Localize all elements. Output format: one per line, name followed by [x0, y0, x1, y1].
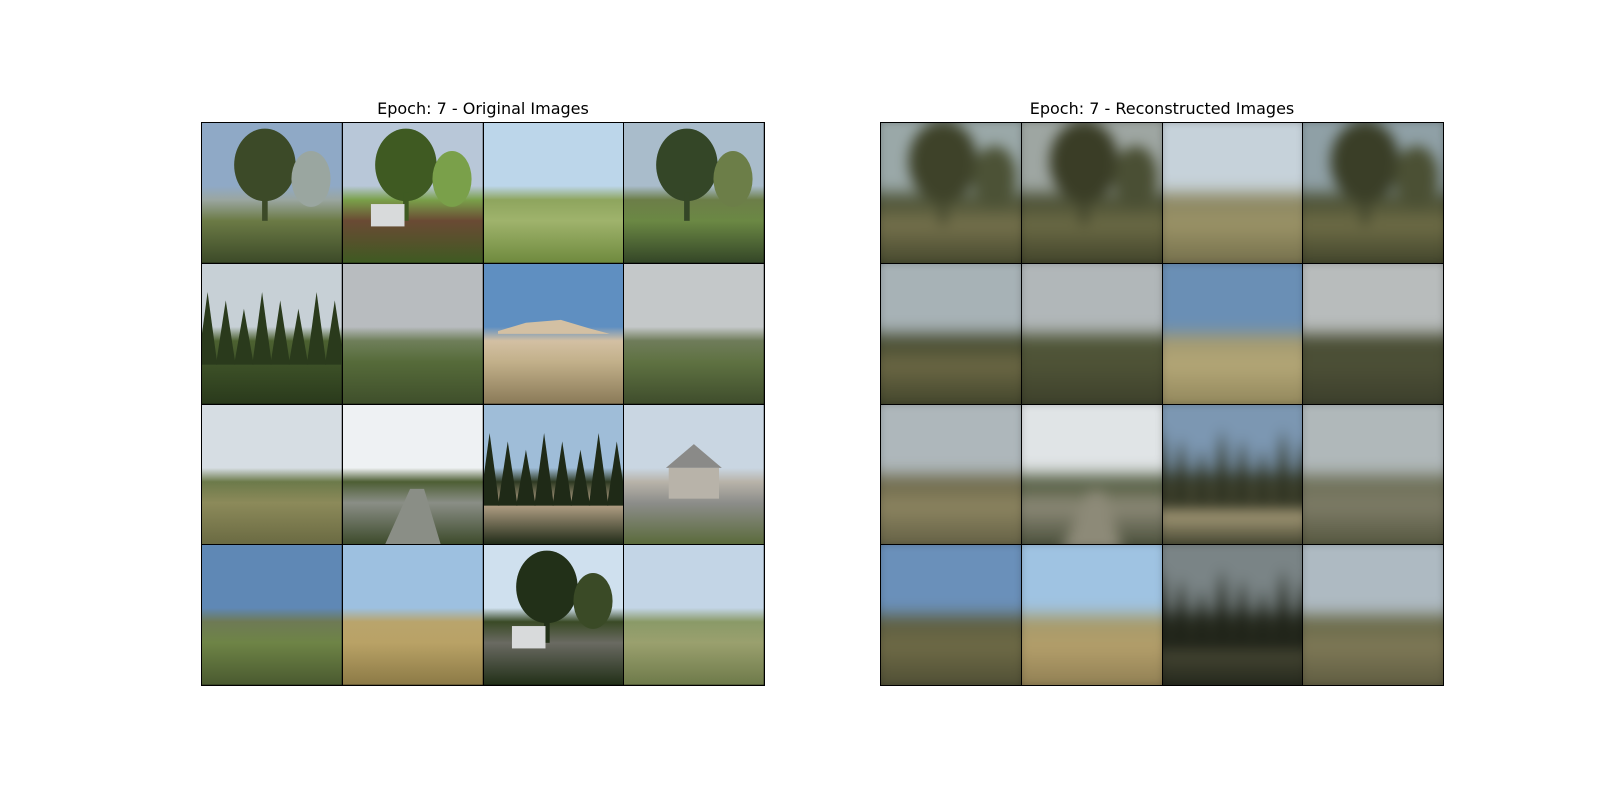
original-images-grid	[201, 122, 765, 686]
reconstructed-images-grid	[880, 122, 1444, 686]
original-image-tile	[342, 545, 483, 685]
original-image-tile	[202, 263, 342, 404]
original-image-tile	[202, 545, 342, 685]
original-image-tile	[624, 263, 764, 404]
reconstructed-image-tile	[1021, 263, 1162, 404]
original-image-tile	[342, 123, 483, 263]
original-image-tile	[624, 123, 764, 263]
reconstructed-image-tile	[1162, 404, 1303, 545]
original-image-tile	[342, 404, 483, 545]
reconstructed-image-tile	[1162, 123, 1303, 263]
reconstructed-image-tile	[1303, 123, 1443, 263]
original-images-panel: Epoch: 7 - Original Images	[201, 96, 765, 686]
reconstructed-image-tile	[881, 545, 1021, 685]
reconstructed-image-tile	[1021, 404, 1162, 545]
reconstructed-image-tile	[1303, 545, 1443, 685]
reconstructed-image-tile	[1021, 545, 1162, 685]
original-image-tile	[483, 404, 624, 545]
original-image-tile	[342, 263, 483, 404]
original-image-tile	[202, 404, 342, 545]
reconstructed-image-tile	[881, 123, 1021, 263]
reconstructed-image-tile	[1162, 263, 1303, 404]
reconstructed-image-tile	[1303, 263, 1443, 404]
original-image-tile	[483, 263, 624, 404]
reconstructed-image-tile	[881, 404, 1021, 545]
original-image-tile	[483, 545, 624, 685]
original-image-tile	[202, 123, 342, 263]
reconstructed-image-tile	[1162, 545, 1303, 685]
original-image-tile	[624, 404, 764, 545]
reconstructed-image-tile	[1303, 404, 1443, 545]
reconstructed-images-title: Epoch: 7 - Reconstructed Images	[1029, 99, 1295, 118]
reconstructed-images-panel: Epoch: 7 - Reconstructed Images	[880, 96, 1444, 686]
original-images-title: Epoch: 7 - Original Images	[377, 99, 589, 118]
reconstructed-image-tile	[1021, 123, 1162, 263]
original-image-tile	[483, 123, 624, 263]
reconstructed-image-tile	[881, 263, 1021, 404]
original-image-tile	[624, 545, 764, 685]
